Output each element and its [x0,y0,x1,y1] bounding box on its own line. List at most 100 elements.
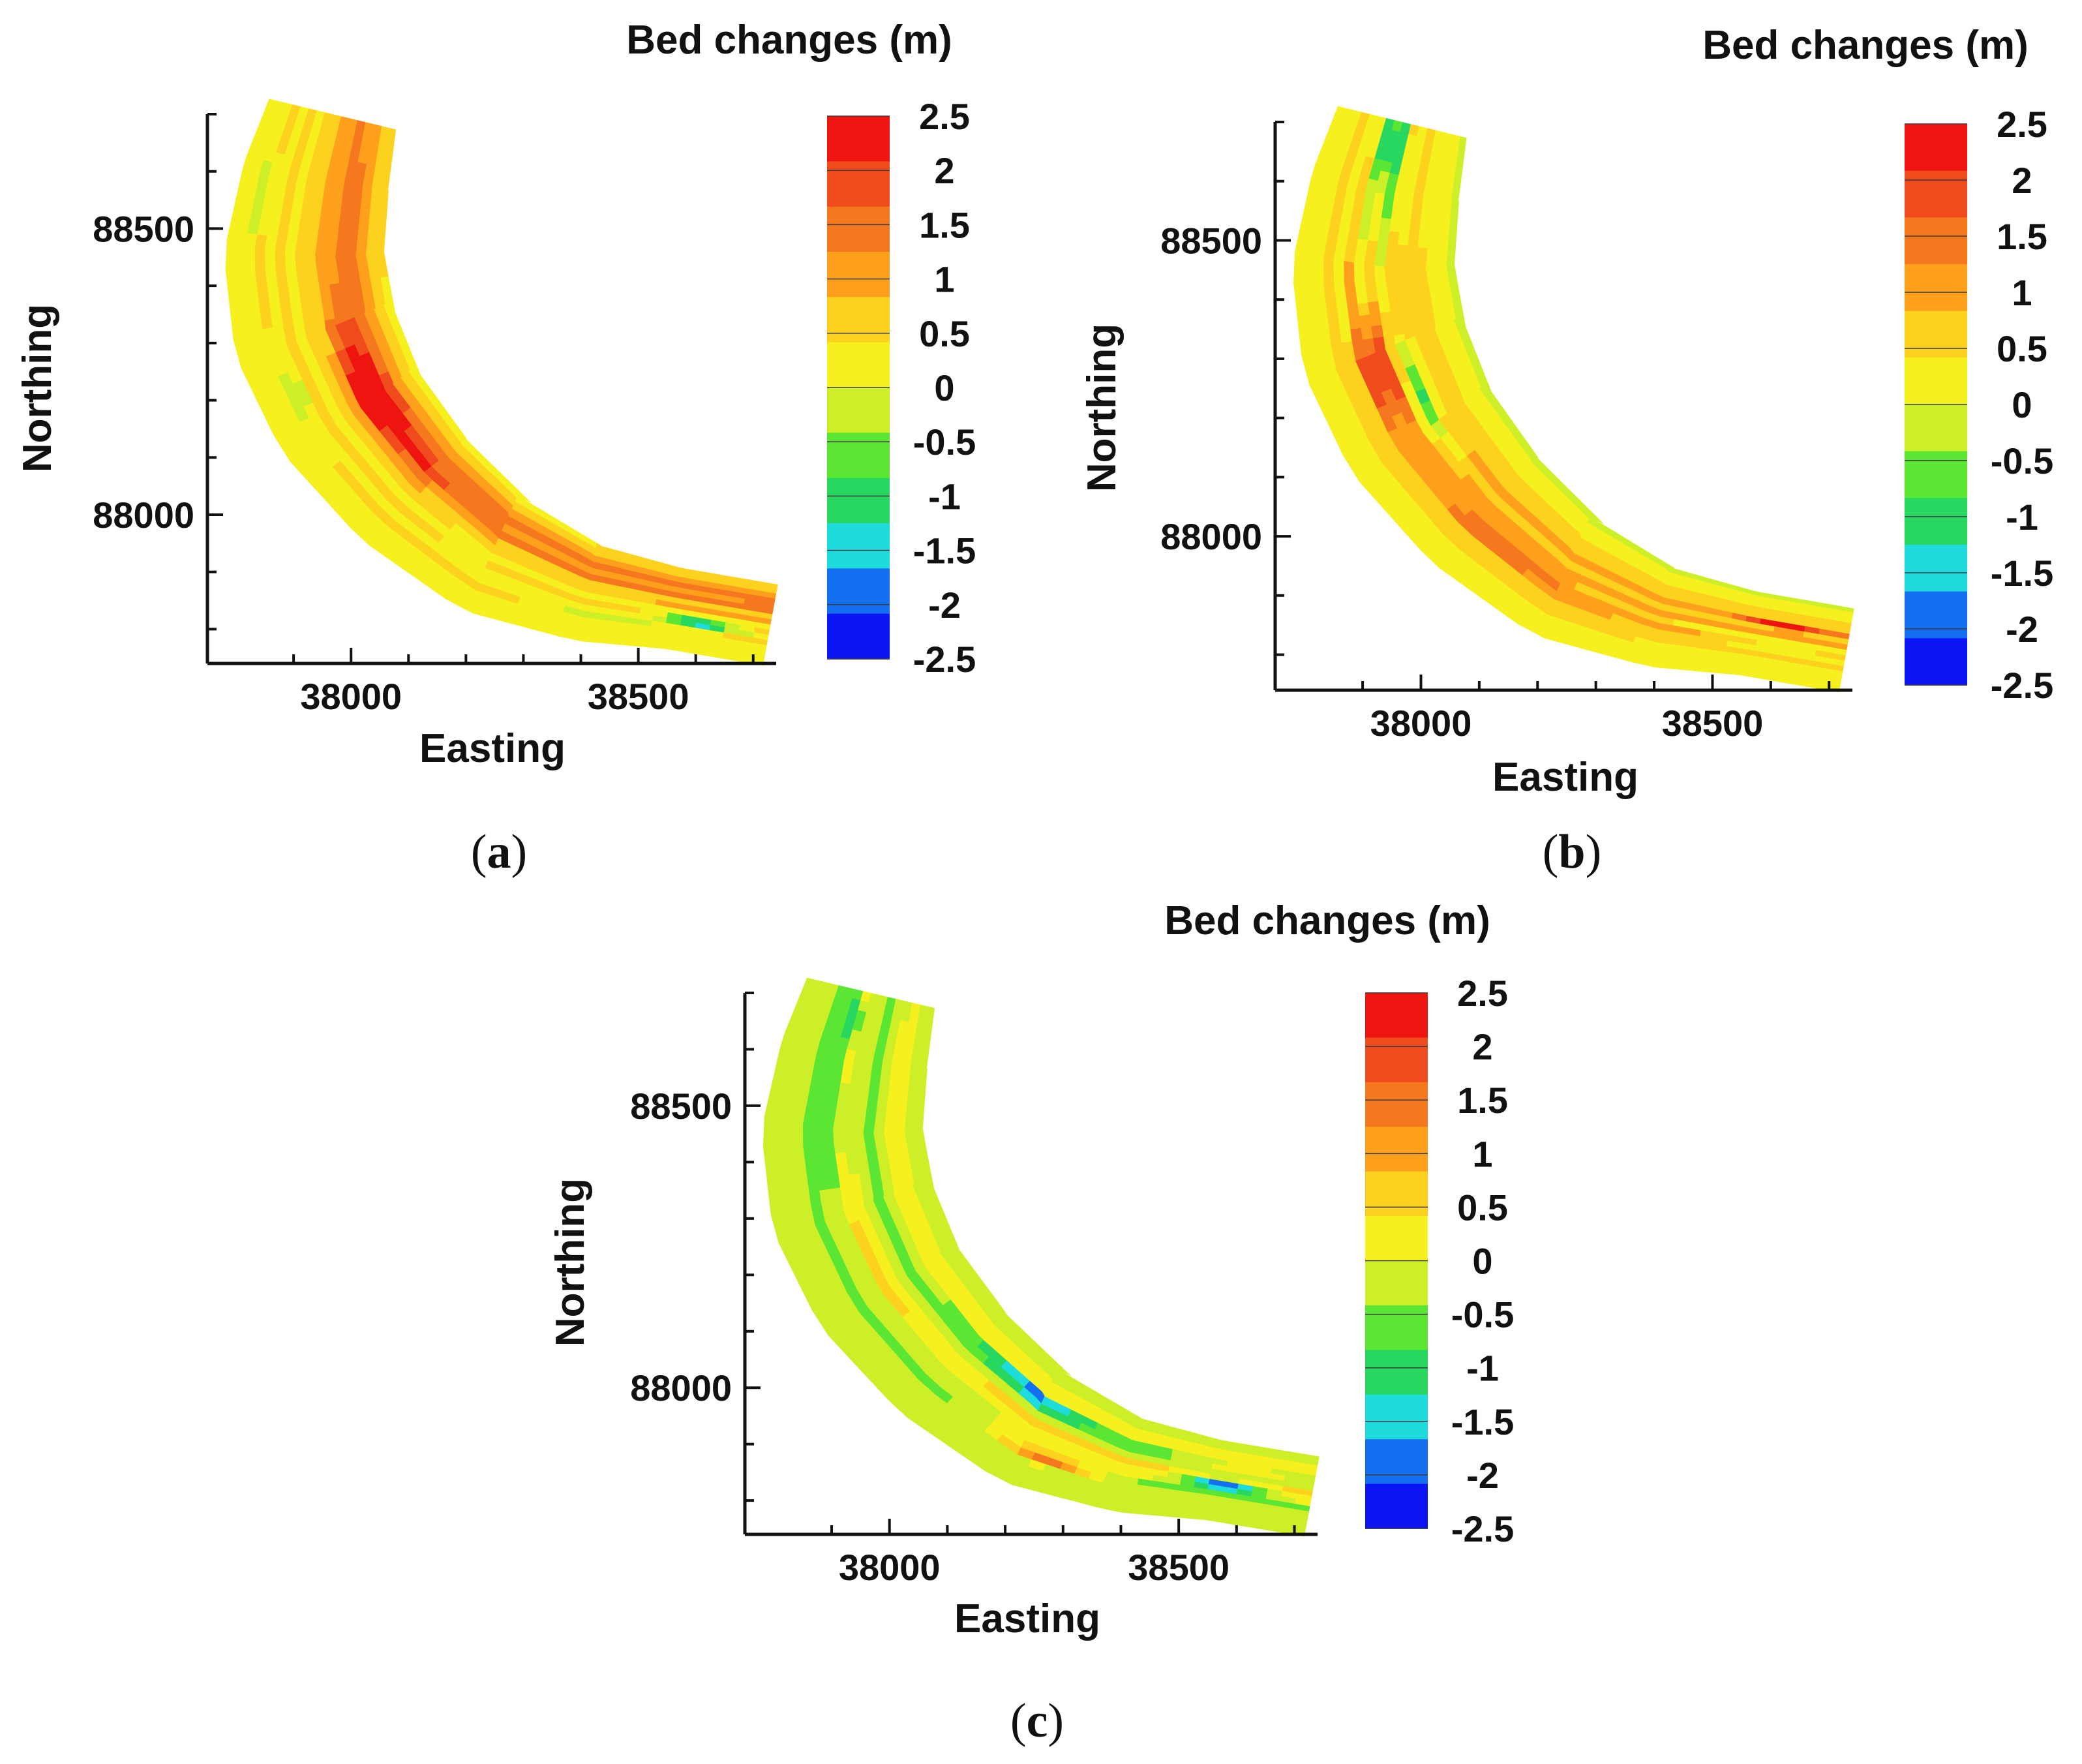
heatmap-cell [365,237,378,252]
heatmap-cell [264,247,276,271]
heatmap-cell [1217,1432,1233,1442]
heatmap-cell [1373,265,1385,279]
label-close-b: ) [1586,825,1602,879]
heatmap-cell [1322,282,1336,297]
heatmap-cell [1650,661,1667,670]
heatmap-cell [941,1196,956,1213]
label-letter-b: b [1558,825,1585,879]
heatmap-cell [1299,206,1314,221]
colorbar-tick-label: 0 [1472,1241,1492,1282]
heatmap-cell [1358,314,1372,329]
axes-a: 38000 38500 88000 88500 [93,113,776,717]
heatmap-cell [225,298,229,313]
heatmap-cell [369,202,380,217]
heatmap-cell [916,1081,929,1096]
heatmap-cell [1428,212,1441,227]
heatmap-cell [1303,297,1316,312]
heatmap-cell [1445,251,1458,266]
heatmap-cell [762,1107,776,1121]
heatmap-cell [927,1071,939,1086]
heatmap-cell [1348,316,1361,331]
heatmap-cell [762,1186,768,1200]
colorbar-segment [1365,1439,1428,1485]
heatmap-cell [277,290,291,305]
colorbar-segment [1905,264,1967,312]
heatmap-cell [766,1084,780,1099]
heatmap-cell [945,1208,961,1225]
heatmap-cell [828,1187,842,1202]
colorbar-segment [1905,357,1967,405]
heatmap-cell [1315,308,1329,323]
y-tick-label: 88000 [1160,516,1262,557]
heatmap-cell [1293,205,1304,220]
heatmap-cell [1417,235,1429,250]
heatmap-cell [1663,669,1680,678]
heatmap-cell [1159,1510,1176,1519]
heatmap-cell [933,1174,947,1188]
x-tick-label: 38500 [588,676,689,717]
heatmap-cell [1463,159,1475,173]
heatmap-cell [1691,671,1708,680]
heatmap-cell [346,223,359,237]
heatmap-cell [818,1189,832,1203]
heatmap-cell [907,1080,919,1095]
colorbar-tick-label: 2 [2012,160,2032,201]
heatmap-cell [762,1174,766,1189]
heatmap-cell [916,1093,928,1107]
colorbar-segment [1365,1171,1428,1217]
heatmap-cell [776,1012,791,1026]
label-letter-a: a [487,825,511,879]
heatmap-cell [1333,259,1344,284]
heatmap-cell [225,183,238,197]
heatmap-cell [1293,337,1300,352]
heatmap-cell [384,251,397,266]
heatmap-cell [468,432,477,441]
heatmap-cell [905,1103,917,1118]
heatmap-cell [1677,670,1694,678]
heatmap-cell [1293,300,1296,316]
heatmap-cell [1460,179,1472,194]
colorbar-tick-label: -1 [2006,496,2038,538]
heatmap-cell [1327,318,1340,333]
heatmap-cell [762,1150,774,1164]
heatmap-cell [1293,324,1299,339]
heatmap-cell [931,1173,947,1188]
heatmap-cell [924,1106,937,1120]
heatmap-cell [254,269,267,284]
heatmap-cell [1307,142,1321,156]
colorbar-segment [827,388,890,434]
heatmap-cell [1458,216,1470,231]
heatmap-cell [1293,312,1297,327]
heatmap-cell [239,318,252,333]
heatmap-cell [391,160,403,174]
heatmap-cell [930,1038,942,1052]
heatmap-cell [1456,264,1470,279]
heatmap-cell [762,1197,769,1211]
heatmap-cell [864,1109,877,1123]
axes-b: 38000 38500 88000 88500 [1160,121,1852,744]
y-tick-label: 88000 [93,494,194,536]
heatmap-cell [789,984,803,997]
heatmap-cell [250,105,265,119]
colorbar-segment [827,161,890,207]
heatmap-cell [1144,1515,1160,1523]
heatmap-cell [1343,280,1357,295]
heatmap-cell [1462,311,1479,329]
colorbar-tick-label: 1 [2012,272,2032,313]
heatmap-cell [1173,1512,1190,1520]
bed-change-map-c [762,977,1320,1537]
heatmap-cell [1305,309,1318,325]
heatmap-cell [689,653,706,663]
colorbar-segment [1905,404,1967,452]
heatmap-cell [249,317,263,332]
heatmap-cell [1295,323,1309,338]
heatmap-cell [924,1117,936,1131]
colorbar-segment [827,523,890,570]
heatmap-cell [260,316,273,330]
colorbar-segment [1905,451,1967,499]
heatmap-cell [954,1231,971,1248]
heatmap-cell [808,1190,821,1204]
heatmap-cell [794,1169,808,1183]
heatmap-cell [811,1125,824,1146]
heatmap-cell [1334,293,1348,308]
